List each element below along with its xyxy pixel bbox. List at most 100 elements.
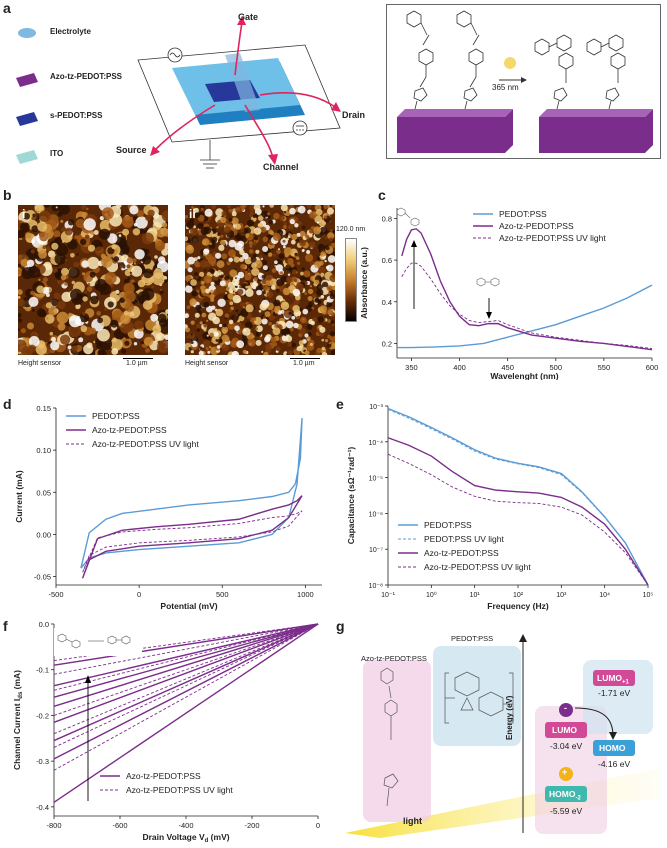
series-line-1 — [387, 409, 649, 586]
series-line-2 — [387, 437, 649, 586]
scale-label-i: 1.0 µm — [126, 360, 148, 367]
electron-icon — [559, 703, 573, 717]
chart-c-annotations — [396, 207, 500, 319]
x-tick-label: 600 — [646, 363, 659, 372]
azo-molecule-label: Azo-tz-PEDOT:PSS — [361, 654, 427, 663]
svg-text:PEDOT:PSS UV light: PEDOT:PSS UV light — [424, 534, 504, 544]
lumo-plus1-value: -1.71 eV — [598, 688, 631, 698]
legend-item: Azo-tz-PEDOT:PSS UV light — [398, 562, 531, 572]
colorbar-max-label: 120.0 nm — [336, 226, 366, 233]
y-tick-label: 0.05 — [36, 488, 51, 497]
svg-text:PEDOT:PSS: PEDOT:PSS — [424, 520, 472, 530]
afm-index-i: i — [22, 207, 26, 221]
svg-text:PEDOT:PSS: PEDOT:PSS — [499, 209, 547, 219]
light-label: light — [403, 816, 422, 826]
y-tick-label: -0.2 — [36, 711, 49, 720]
wavelength-label: 365 nm — [492, 83, 519, 92]
x-tick-label: 350 — [405, 363, 418, 372]
x-tick-label: -800 — [46, 821, 61, 830]
x-tick-label: -200 — [244, 821, 259, 830]
legend-electrolyte: Electrolyte — [50, 27, 91, 36]
series-line-0 — [80, 418, 303, 569]
legend-item: Azo-tz-PEDOT:PSS UV light — [473, 233, 606, 243]
lumo-label: LUMO — [552, 725, 578, 735]
azo-substrate-1 — [397, 109, 513, 153]
photoswitch-zoom-box: 365 nm — [262, 4, 661, 159]
y-tick-label: 10⁻⁶ — [369, 511, 383, 518]
solid-curve — [53, 623, 319, 707]
svg-text:PEDOT:PSS: PEDOT:PSS — [92, 411, 140, 421]
homo-minus2-value: -5.59 eV — [550, 806, 583, 816]
transfer-arrow — [574, 707, 614, 737]
legend-item: PEDOT:PSS UV light — [398, 534, 504, 544]
panel-a-legend: Electrolyte Azo-tz-PEDOT:PSS s-PEDOT:PSS… — [8, 20, 138, 170]
dashed-curve — [53, 623, 319, 691]
energy-diagram: Azo-tz-PEDOT:PSS PEDOT:PSS Energy (eV) l… — [345, 628, 660, 843]
legend-item: Azo-tz-PEDOT:PSS — [473, 221, 574, 231]
series-line-2 — [82, 510, 303, 573]
electrolyte-swatch — [18, 28, 36, 38]
panel-label-a: a — [3, 0, 11, 16]
ito-swatch — [16, 150, 38, 164]
series-line-3 — [387, 453, 649, 586]
dashed-curve — [53, 623, 319, 748]
x-tick-label: 450 — [501, 363, 514, 372]
source-label: Source — [116, 145, 147, 155]
solid-curve — [53, 623, 319, 760]
afm-image-i: i — [18, 205, 168, 355]
legend-item: Azo-tz-PEDOT:PSS — [66, 425, 167, 435]
x-axis-label: Drain Voltage Vd (mV) — [142, 832, 229, 844]
x-tick-label: 0 — [137, 590, 141, 599]
gate-beam — [225, 53, 260, 112]
afm-caption-i: Height sensor — [18, 360, 62, 367]
series-line-2 — [401, 262, 653, 350]
x-tick-label: 0 — [316, 821, 320, 830]
solid-curve — [53, 623, 319, 803]
y-axis-label: Current (mA) — [14, 470, 24, 523]
series-line-1 — [401, 228, 653, 351]
x-tick-label: 550 — [598, 363, 611, 372]
series-line-0 — [397, 284, 653, 349]
x-tick-label: 10⁻¹ — [381, 592, 395, 599]
homo-minus2-label: HOMO-2 — [549, 789, 581, 802]
y-tick-label: -0.4 — [36, 803, 49, 812]
lumo-plus1-box — [593, 670, 635, 686]
y-tick-label: 0.2 — [382, 339, 392, 348]
legend-azo: Azo-tz-PEDOT:PSS — [50, 72, 122, 81]
y-tick-label: 0.10 — [36, 446, 51, 455]
chart-f: -800 -600 -400 -200 0 0.0 -0.1 -0.2 -0.3 -0.4 Azo-… — [12, 620, 320, 844]
x-axis-label: Frequency (Hz) — [487, 601, 549, 611]
dashed-curve — [53, 623, 319, 771]
hole-sign: + — [562, 767, 568, 777]
hole-icon — [559, 767, 573, 781]
solid-curve — [53, 623, 319, 698]
legend-item: Azo-tz-PEDOT:PSS — [100, 771, 201, 781]
azo-swatch — [16, 73, 38, 87]
series-line-0 — [387, 407, 649, 586]
switch-inset — [54, 628, 142, 656]
channel-label: Channel — [263, 162, 299, 172]
drain-label: Drain — [342, 110, 366, 120]
gate-arrow — [234, 21, 243, 76]
legend-ito: ITO — [50, 149, 64, 158]
homo-box — [593, 740, 635, 756]
svg-text:Azo-tz-PEDOT:PSS UV light: Azo-tz-PEDOT:PSS UV light — [92, 439, 199, 449]
svg-text:Azo-tz-PEDOT:PSS: Azo-tz-PEDOT:PSS — [499, 221, 574, 231]
legend-item: Azo-tz-PEDOT:PSS UV light — [66, 439, 199, 449]
x-tick-label: 10² — [513, 592, 524, 599]
azo-molecule-box — [363, 660, 431, 822]
trans-azo-molecules — [406, 10, 484, 118]
dashed-curve — [53, 623, 319, 662]
y-axis-label: Absorbance (a.u.) — [359, 247, 369, 319]
x-tick-label: 500 — [550, 363, 563, 372]
y-tick-label: 0.0 — [39, 620, 49, 629]
afm-index-ii: ii — [189, 207, 196, 221]
x-axis-label: Potential (mV) — [160, 601, 217, 611]
energy-axis-label: Energy (eV) — [505, 695, 514, 740]
solid-curve — [53, 623, 319, 687]
lightbulb-icon — [504, 57, 516, 69]
legend-item: PEDOT:PSS — [473, 209, 547, 219]
y-tick-label: -0.1 — [36, 666, 49, 675]
dashed-curve — [53, 623, 319, 735]
panel-label-f: f — [3, 618, 8, 634]
